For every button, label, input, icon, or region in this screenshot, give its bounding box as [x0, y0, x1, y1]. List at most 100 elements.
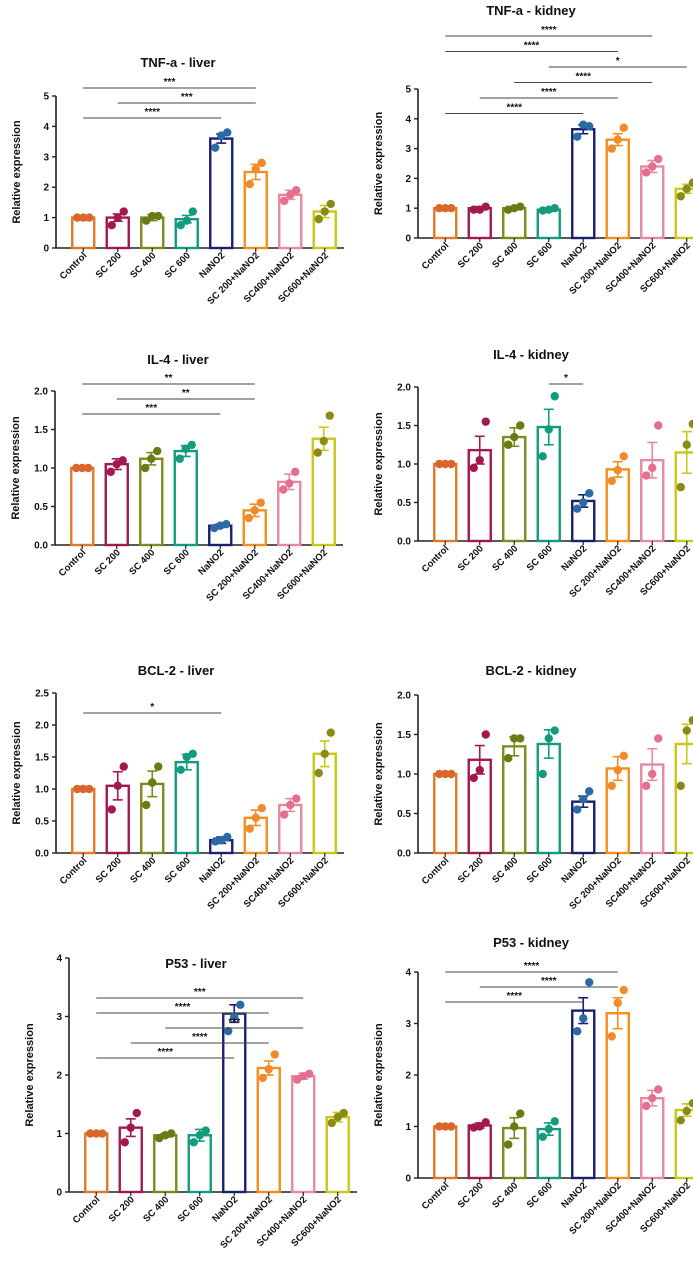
data-point — [333, 1112, 342, 1122]
y-axis-label: Relative expression — [11, 120, 23, 224]
data-point — [516, 734, 525, 743]
significance-label: * — [564, 373, 568, 384]
bar-4 — [536, 742, 561, 855]
bar-1 — [70, 466, 95, 547]
data-point — [326, 199, 335, 209]
bar-6 — [256, 1066, 281, 1194]
data-point — [112, 459, 121, 469]
data-point — [244, 513, 253, 523]
bar-1 — [433, 1125, 458, 1180]
x-category-label: SC 400 — [490, 543, 520, 573]
data-point — [319, 436, 328, 446]
data-point — [107, 805, 116, 814]
data-point — [676, 781, 685, 791]
data-point — [688, 419, 693, 429]
significance-label: **** — [144, 107, 160, 118]
bar-8 — [674, 451, 693, 543]
data-point — [619, 123, 628, 132]
data-point — [619, 751, 628, 761]
x-category-label: NaNO2 — [196, 547, 226, 577]
significance-label: **** — [541, 976, 557, 987]
data-point — [654, 154, 663, 164]
data-point — [230, 1012, 239, 1021]
chart-panel-6: BCL-2 - kidney 0.0 0.5 1.0 1.5 2.0 Relative ex… — [373, 663, 693, 912]
y-tick-label: 1 — [405, 204, 411, 215]
data-point — [550, 392, 559, 401]
data-point — [119, 762, 128, 771]
data-point — [435, 769, 444, 779]
y-tick-label: 1.0 — [397, 770, 411, 781]
data-point — [469, 205, 478, 214]
significance-label: * — [616, 56, 620, 67]
chart-title: P53 - liver — [165, 956, 226, 971]
data-point — [292, 794, 301, 803]
y-tick-label: 1 — [43, 213, 49, 224]
y-tick-label: 0 — [43, 244, 49, 255]
significance-label: **** — [506, 103, 522, 114]
data-point — [148, 211, 157, 221]
y-tick-label: 3 — [405, 144, 411, 155]
data-point — [147, 454, 156, 463]
x-category-label: SC 400 — [490, 1180, 520, 1210]
bar-5 — [571, 128, 596, 240]
y-tick-label: 0 — [405, 234, 411, 245]
x-category-label: Control — [58, 250, 90, 282]
x-category-label: SC 200 — [456, 1180, 486, 1210]
bar-1 — [433, 462, 458, 543]
significance-label: *** — [194, 987, 206, 998]
bar-4 — [174, 760, 199, 855]
data-point — [326, 728, 335, 737]
data-point — [175, 454, 184, 463]
data-point — [258, 1073, 267, 1083]
bar-2 — [467, 1124, 492, 1180]
x-category-label: NaNO2 — [559, 1180, 589, 1210]
x-category-label: SC 200 — [456, 543, 486, 573]
data-point — [154, 762, 163, 771]
data-point — [682, 1106, 691, 1116]
x-category-label: NaNO2 — [197, 250, 227, 280]
data-point — [107, 221, 116, 230]
chart-panel-7: P53 - liver 0 1 2 3 4 Relative expression Contr… — [24, 954, 357, 1251]
y-tick-label: 1 — [56, 1129, 62, 1140]
data-point — [435, 459, 444, 469]
y-tick-label: 3 — [405, 1019, 411, 1030]
bar-1 — [84, 1132, 109, 1194]
data-point — [676, 192, 685, 201]
data-point — [251, 164, 260, 174]
data-point — [585, 787, 594, 796]
data-point — [504, 754, 513, 763]
data-point — [538, 769, 547, 779]
data-point — [72, 463, 81, 473]
data-point — [648, 463, 657, 473]
data-point — [441, 769, 450, 779]
y-tick-label: 5 — [405, 85, 411, 96]
data-point — [280, 810, 289, 819]
data-point — [676, 1116, 685, 1125]
data-point — [211, 143, 220, 152]
data-point — [224, 1026, 233, 1036]
y-axis-label: Relative expression — [373, 412, 385, 516]
data-point — [270, 1050, 279, 1059]
data-point — [682, 726, 691, 735]
bar-1 — [71, 216, 96, 250]
data-point — [504, 1140, 513, 1149]
significance-label: **** — [157, 1047, 173, 1058]
significance-label: **** — [524, 41, 540, 52]
data-point — [325, 411, 334, 420]
x-category-label: SC 600 — [163, 250, 193, 280]
data-point — [85, 784, 94, 794]
data-point — [339, 1108, 348, 1118]
data-point — [188, 749, 197, 758]
data-point — [181, 444, 190, 453]
data-point — [676, 482, 685, 492]
y-tick-label: 0 — [405, 1174, 411, 1185]
chart-panel-3: IL-4 - liver 0.0 0.5 1.0 1.5 2.0 Relative expr… — [10, 352, 343, 604]
y-tick-label: 2.0 — [35, 721, 49, 732]
x-category-label: SC 200 — [456, 855, 486, 885]
data-point — [84, 463, 93, 473]
y-axis-label: Relative expression — [373, 112, 385, 216]
data-point — [286, 800, 295, 810]
x-category-label: SC 600 — [525, 543, 555, 573]
x-category-label: SC 200 — [93, 547, 123, 577]
